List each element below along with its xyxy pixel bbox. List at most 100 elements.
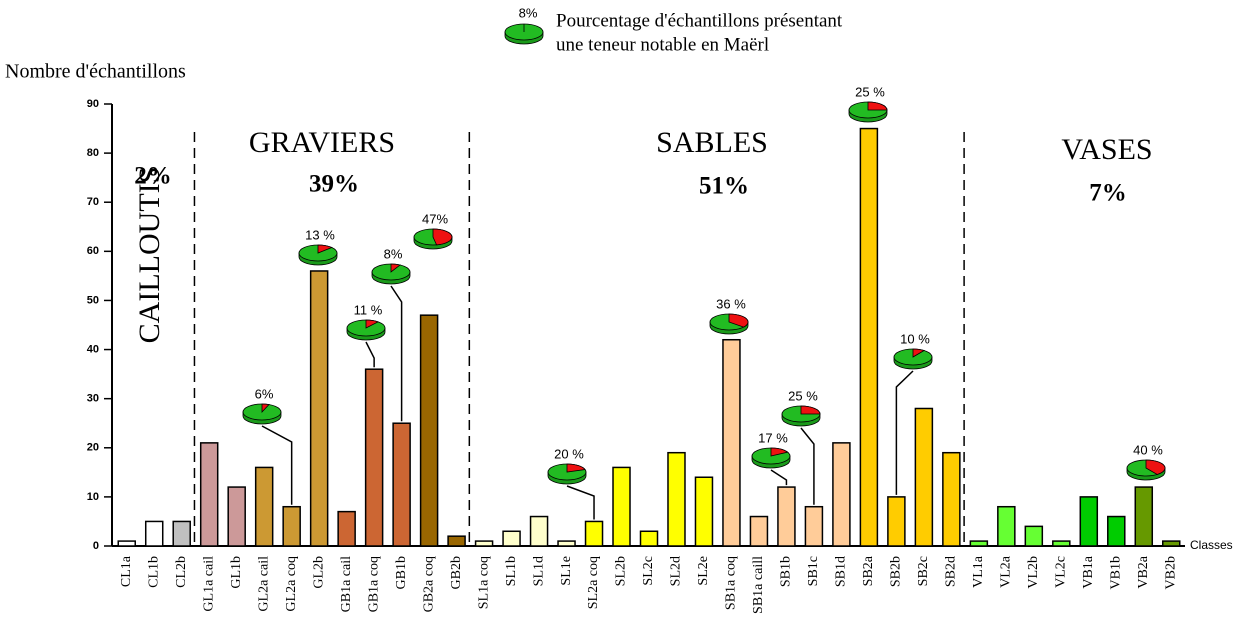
x-tick-label: SL2e — [696, 556, 711, 586]
bar — [337, 510, 356, 547]
x-tick-label: GB1a cail — [339, 556, 354, 612]
section-share: 2% — [134, 163, 172, 190]
y-tick-label: 80 — [87, 147, 99, 159]
bar — [997, 505, 1016, 547]
x-tick-label: SB2b — [889, 556, 904, 587]
bar — [364, 368, 384, 547]
pie-slice — [728, 313, 749, 328]
x-tick-label: GL2a cail — [256, 556, 271, 612]
y-tick-label: 30 — [87, 393, 99, 405]
x-tick-label: SB1c — [806, 556, 821, 586]
pie-slice — [566, 463, 586, 473]
leader-line — [770, 469, 788, 486]
pie-slice — [390, 263, 402, 273]
x-tick-label: VL2b — [1026, 556, 1041, 589]
pie-slice — [912, 348, 926, 358]
pie-slice — [867, 101, 888, 111]
bar — [254, 466, 274, 547]
x-tick-label: VB1a — [1081, 555, 1096, 588]
bar — [832, 442, 851, 547]
legend-text: une teneur notable en Maërl — [556, 34, 769, 55]
bar — [914, 407, 934, 547]
section-share: 39% — [309, 171, 359, 198]
y-tick-label: 60 — [87, 245, 99, 257]
bar — [282, 505, 301, 547]
x-tick-label: SL2b — [614, 556, 629, 586]
x-tick-label: GB1a coq — [366, 556, 381, 612]
leader-line — [365, 341, 375, 368]
x-tick-label: VB1b — [1109, 556, 1124, 589]
pie-label: 25 % — [788, 388, 818, 403]
y-tick-label: 70 — [87, 196, 99, 208]
bar — [969, 540, 989, 547]
x-tick-label: SB1a caill — [751, 556, 766, 614]
bar — [447, 535, 466, 547]
x-tick-label: VL2c — [1054, 556, 1069, 588]
pie-label: 10 % — [900, 331, 930, 346]
section-share: 51% — [699, 173, 749, 200]
bar — [1079, 496, 1099, 547]
x-tick-label: SB1a coq — [724, 556, 739, 610]
bar — [474, 540, 494, 547]
x-tick-label: GB2b — [449, 556, 464, 589]
bar — [612, 466, 631, 547]
bar — [584, 520, 604, 547]
x-tick-label: SB2a — [861, 555, 876, 586]
x-tick-label: SB2c — [916, 556, 931, 586]
x-tick-label: SB1d — [834, 556, 849, 587]
x-tick-label: GL2b — [311, 556, 326, 589]
y-tick-label: 20 — [87, 442, 99, 454]
pie-label: 36 % — [716, 296, 746, 311]
leader-line — [566, 485, 595, 520]
pie-label: 6% — [255, 386, 274, 401]
bar — [942, 451, 961, 547]
leader-line — [261, 425, 293, 505]
x-tick-label: SL1b — [504, 556, 519, 586]
pie-label: 25 % — [855, 84, 885, 99]
x-tick-label: CL1b — [146, 556, 161, 588]
bar — [309, 270, 329, 547]
bar — [722, 338, 741, 547]
section-name: SABLES — [656, 126, 768, 159]
x-tick-label: SL1d — [531, 556, 546, 586]
x-axis-label: Classes — [1190, 538, 1233, 552]
bar — [1162, 540, 1181, 547]
pie-slice — [432, 228, 453, 246]
x-tick-label: SB1b — [779, 556, 794, 587]
bar — [172, 520, 191, 547]
pie-label: 11 % — [354, 302, 383, 317]
y-tick-label: 10 — [87, 491, 99, 503]
x-tick-label: SL2c — [641, 556, 656, 586]
y-axis-label: Nombre d'échantillons — [5, 61, 186, 83]
x-tick-label: GB1b — [394, 556, 409, 589]
bar — [1052, 540, 1071, 547]
pie-slice — [1145, 459, 1166, 475]
bar — [227, 486, 246, 547]
y-tick-label: 50 — [87, 294, 99, 306]
x-tick-label: SL2d — [669, 556, 684, 586]
section-name: GRAVIERS — [249, 126, 395, 159]
pie-label: 40 % — [1133, 442, 1163, 457]
bar — [749, 515, 769, 547]
bar — [1134, 486, 1154, 547]
leader-line — [390, 285, 403, 422]
section-share: 7% — [1089, 180, 1127, 207]
x-tick-label: GL1a cail — [201, 556, 216, 612]
x-tick-label: VB2b — [1163, 556, 1178, 589]
x-tick-label: SL1a coq — [476, 556, 491, 609]
y-tick-label: 40 — [87, 343, 99, 355]
x-tick-label: VB2a — [1136, 555, 1151, 588]
x-tick-label: GL2a coq — [284, 556, 299, 612]
bar — [639, 530, 659, 547]
pie-slice — [365, 319, 380, 329]
bar — [502, 530, 521, 547]
y-tick-label: 90 — [87, 98, 99, 110]
y-tick-label: 0 — [93, 540, 99, 552]
bar — [419, 314, 439, 547]
bar — [859, 127, 879, 547]
x-tick-label: CL1a — [119, 555, 134, 587]
bar — [777, 486, 796, 547]
leader-line — [800, 427, 815, 505]
pie-slice — [800, 405, 821, 415]
bar — [392, 422, 411, 547]
